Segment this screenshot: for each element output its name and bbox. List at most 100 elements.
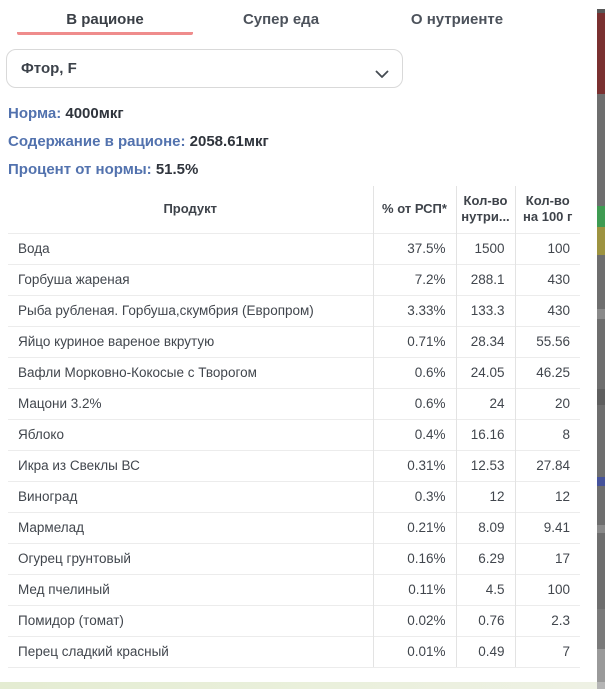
- edge-segment: [597, 206, 605, 227]
- value-cell: 20: [514, 387, 580, 419]
- table-row: Икра из Свеклы ВС 0.31% 12.53 27.84: [8, 449, 580, 481]
- value-cell: 133.3: [455, 294, 515, 326]
- value-cell: 0.02%: [372, 604, 456, 636]
- product-name-cell: Перец сладкий красный: [8, 635, 373, 668]
- nutrient-stats: Норма: 4000мкг Содержание в рационе: 205…: [8, 100, 605, 184]
- table-row: Виноград 0.3% 12 12: [8, 480, 580, 512]
- chevron-down-icon: [375, 66, 389, 84]
- food-table-body: Вода 37.5% 1500 100 Горбуша жареная 7.2% 288.1…: [8, 232, 580, 668]
- product-name-cell: Мед пчелиный: [8, 573, 373, 605]
- product-name-cell: Горбуша жареная: [8, 263, 373, 295]
- value-cell: 7.2%: [372, 263, 456, 295]
- stat-norm-value: 4000мкг: [65, 105, 124, 122]
- table-row: Огурец грунтовый 0.16% 6.29 17: [8, 542, 580, 574]
- product-name-cell: Рыба рубленая. Горбуша,скумбрия (Европро…: [8, 294, 373, 326]
- background-window-edge: [597, 9, 605, 689]
- stat-percent-label: Процент от нормы:: [8, 161, 152, 178]
- value-cell: 16.16: [455, 418, 515, 450]
- value-cell: 0.49: [455, 635, 515, 668]
- value-cell: 8.09: [455, 511, 515, 543]
- table-row: Мармелад 0.21% 8.09 9.41: [8, 511, 580, 543]
- value-cell: 0.71%: [372, 325, 456, 357]
- value-cell: 430: [514, 263, 580, 295]
- product-name-cell: Вафли Морковно-Кокосые с Творогом: [8, 356, 373, 388]
- edge-segment: [597, 9, 605, 13]
- value-cell: 0.11%: [372, 573, 456, 605]
- value-cell: 37.5%: [372, 232, 456, 264]
- value-cell: 24: [455, 387, 515, 419]
- value-cell: 100: [514, 573, 580, 605]
- food-table-header: Продукт % от РСП* Кол-во нутри... Кол-во…: [8, 186, 580, 233]
- stat-percent: Процент от нормы: 51.5%: [8, 156, 605, 184]
- value-cell: 288.1: [455, 263, 515, 295]
- table-row: Помидор (томат) 0.02% 0.76 2.3: [8, 604, 580, 636]
- background-window-bottom-edge: [0, 682, 597, 689]
- product-name-cell: Вода: [8, 232, 373, 264]
- tab-in-diet[interactable]: В рационе: [17, 9, 193, 35]
- table-row: Мед пчелиный 0.11% 4.5 100: [8, 573, 580, 605]
- table-row: Мацони 3.2% 0.6% 24 20: [8, 387, 580, 419]
- value-cell: 55.56: [514, 325, 580, 357]
- value-cell: 0.6%: [372, 356, 456, 388]
- product-name-cell: Мармелад: [8, 511, 373, 543]
- stat-content-label: Содержание в рационе:: [8, 133, 186, 150]
- value-cell: 0.3%: [372, 480, 456, 512]
- value-cell: 24.05: [455, 356, 515, 388]
- product-name-cell: Икра из Свеклы ВС: [8, 449, 373, 481]
- value-cell: 0.6%: [372, 387, 456, 419]
- table-row: Перец сладкий красный 0.01% 0.49 7: [8, 635, 580, 668]
- stat-norm-label: Норма:: [8, 105, 62, 122]
- value-cell: 0.31%: [372, 449, 456, 481]
- column-header-nutrient-amount: Кол-во нутри...: [455, 186, 515, 233]
- value-cell: 2.3: [514, 604, 580, 636]
- tab-about-nutrient[interactable]: О нутриенте: [410, 11, 504, 28]
- stat-norm: Норма: 4000мкг: [8, 100, 605, 128]
- edge-segment: [597, 525, 605, 533]
- edge-segment: [597, 13, 605, 94]
- value-cell: 9.41: [514, 511, 580, 543]
- value-cell: 27.84: [514, 449, 580, 481]
- value-cell: 0.01%: [372, 635, 456, 668]
- value-cell: 3.33%: [372, 294, 456, 326]
- value-cell: 1500: [455, 232, 515, 264]
- product-name-cell: Виноград: [8, 480, 373, 512]
- product-name-cell: Яблоко: [8, 418, 373, 450]
- value-cell: 430: [514, 294, 580, 326]
- value-cell: 12: [455, 480, 515, 512]
- value-cell: 6.29: [455, 542, 515, 574]
- table-row: Горбуша жареная 7.2% 288.1 430: [8, 263, 580, 295]
- value-cell: 12.53: [455, 449, 515, 481]
- value-cell: 0.4%: [372, 418, 456, 450]
- edge-segment: [597, 609, 605, 649]
- column-header-per-100g: Кол-во на 100 г: [514, 186, 580, 233]
- column-header-product: Продукт: [163, 201, 218, 217]
- edge-segment: [597, 389, 605, 405]
- value-cell: 4.5: [455, 573, 515, 605]
- edge-segment: [597, 649, 605, 682]
- tab-super-food[interactable]: Супер еда: [242, 11, 320, 28]
- value-cell: 0.16%: [372, 542, 456, 574]
- column-header-percent-rsp: % от РСП*: [372, 186, 456, 233]
- value-cell: 100: [514, 232, 580, 264]
- table-row: Вафли Морковно-Кокосые с Творогом 0.6% 24.…: [8, 356, 580, 388]
- table-row: Вода 37.5% 1500 100: [8, 232, 580, 264]
- nutrient-select[interactable]: Фтор, F: [6, 49, 403, 88]
- product-name-cell: Огурец грунтовый: [8, 542, 373, 574]
- edge-segment: [597, 309, 605, 319]
- value-cell: 12: [514, 480, 580, 512]
- stat-content: Содержание в рационе: 2058.61мкг: [8, 128, 605, 156]
- product-name-cell: Мацони 3.2%: [8, 387, 373, 419]
- stat-percent-value: 51.5%: [155, 161, 199, 178]
- nutrient-select-value: Фтор, F: [21, 60, 77, 77]
- product-name-cell: Помидор (томат): [8, 604, 373, 636]
- value-cell: 8: [514, 418, 580, 450]
- tab-bar: В рационе Супер еда О нутриенте: [17, 9, 545, 35]
- table-row: Яблоко 0.4% 16.16 8: [8, 418, 580, 450]
- edge-segment: [597, 227, 605, 255]
- value-cell: 46.25: [514, 356, 580, 388]
- edge-segment: [597, 682, 605, 689]
- value-cell: 7: [514, 635, 580, 668]
- value-cell: 28.34: [455, 325, 515, 357]
- value-cell: 0.76: [455, 604, 515, 636]
- value-cell: 17: [514, 542, 580, 574]
